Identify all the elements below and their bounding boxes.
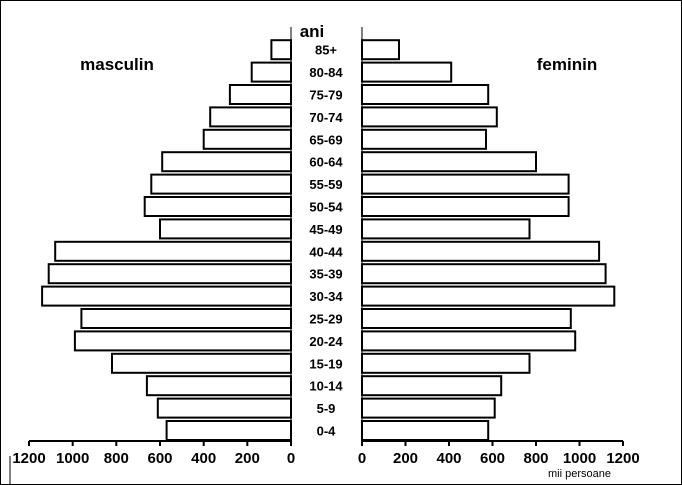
- male-bar: [156, 397, 292, 419]
- male-bar: [250, 61, 292, 83]
- age-group-label: 45-49: [309, 222, 342, 237]
- female-bar: [361, 240, 601, 262]
- age-group-label: 5-9: [317, 401, 336, 416]
- male-bar: [161, 151, 292, 173]
- right-tick-label: 400: [436, 450, 461, 467]
- right-tick-label: 200: [393, 450, 418, 467]
- age-group-label: 30-34: [309, 289, 343, 304]
- age-group-label: 50-54: [309, 200, 343, 215]
- left-tick-label: 1000: [56, 450, 89, 467]
- male-bar: [150, 173, 292, 195]
- axes: 1200 1000 800 600 400 200 0 0 200 400 600 800 1000 12…: [9, 27, 640, 484]
- female-bar: [361, 397, 496, 419]
- left-tick-label: 200: [235, 450, 260, 467]
- right-tick-label: 1000: [563, 450, 596, 467]
- male-bar: [270, 39, 292, 61]
- age-group-labels: 0-4 5-9 10-14 15-19 20-24 25-29 30-34 35-39 40-4…: [309, 43, 343, 439]
- female-bar: [361, 151, 537, 173]
- male-bar: [165, 420, 293, 441]
- female-bar: [361, 308, 572, 329]
- female-bar: [361, 61, 453, 83]
- age-group-label: 0-4: [317, 424, 337, 439]
- female-bar: [361, 128, 487, 150]
- left-tick-label: 1200: [12, 450, 45, 467]
- female-bar: [361, 420, 490, 441]
- female-bar: [361, 106, 498, 128]
- female-bar: [361, 218, 531, 240]
- left-tick-label: 0: [287, 450, 295, 467]
- age-group-label: 40-44: [309, 244, 343, 259]
- male-bar: [209, 106, 292, 128]
- female-bar: [361, 196, 570, 217]
- right-tick-label: 0: [358, 450, 366, 467]
- male-bar: [145, 375, 292, 397]
- female-bar: [361, 39, 400, 61]
- female-bar: [361, 263, 607, 285]
- male-bar: [228, 84, 292, 105]
- age-group-label: 10-14: [309, 379, 343, 394]
- male-series-label: masculin: [80, 55, 154, 74]
- age-group-label: 85+: [315, 43, 337, 58]
- male-bars: [41, 39, 293, 441]
- male-bar: [54, 240, 293, 262]
- age-group-label: 20-24: [309, 334, 343, 349]
- right-tick-label: 1200: [606, 450, 639, 467]
- left-tick-label: 400: [191, 450, 216, 467]
- female-bar: [361, 352, 531, 374]
- left-tick-label: 800: [104, 450, 129, 467]
- age-group-label: 60-64: [309, 155, 343, 170]
- age-group-label: 70-74: [309, 110, 343, 125]
- female-bar: [361, 375, 503, 397]
- age-group-label: 25-29: [309, 312, 342, 327]
- male-bar: [159, 218, 292, 240]
- female-bar: [361, 330, 577, 352]
- male-bar: [143, 196, 292, 217]
- age-group-label: 80-84: [309, 65, 343, 80]
- male-bar: [73, 330, 293, 352]
- female-bar: [361, 285, 616, 307]
- age-group-label: 35-39: [309, 267, 342, 282]
- age-group-label: 15-19: [309, 356, 342, 371]
- male-bar: [47, 263, 293, 285]
- female-series-label: feminin: [537, 55, 597, 74]
- center-axis-title: ani: [300, 22, 325, 41]
- female-bar: [361, 84, 490, 105]
- right-tick-label: 800: [523, 450, 548, 467]
- unit-label: mii persoane: [548, 468, 611, 480]
- age-group-label: 55-59: [309, 177, 342, 192]
- male-bar: [80, 308, 293, 329]
- age-group-label: 75-79: [309, 88, 342, 103]
- female-bar: [361, 173, 570, 195]
- right-tick-label: 600: [480, 450, 505, 467]
- left-tick-label: 600: [147, 450, 172, 467]
- male-bar: [41, 285, 292, 307]
- age-group-label: 65-69: [309, 132, 342, 147]
- male-bar: [111, 352, 292, 374]
- male-bar: [202, 128, 292, 150]
